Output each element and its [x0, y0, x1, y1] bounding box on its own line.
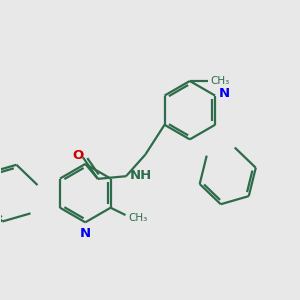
- Text: NH: NH: [129, 169, 152, 182]
- Text: N: N: [219, 87, 230, 101]
- Text: CH₃: CH₃: [211, 76, 230, 86]
- Text: O: O: [73, 149, 84, 162]
- Text: CH₃: CH₃: [128, 213, 147, 223]
- Text: N: N: [80, 227, 91, 240]
